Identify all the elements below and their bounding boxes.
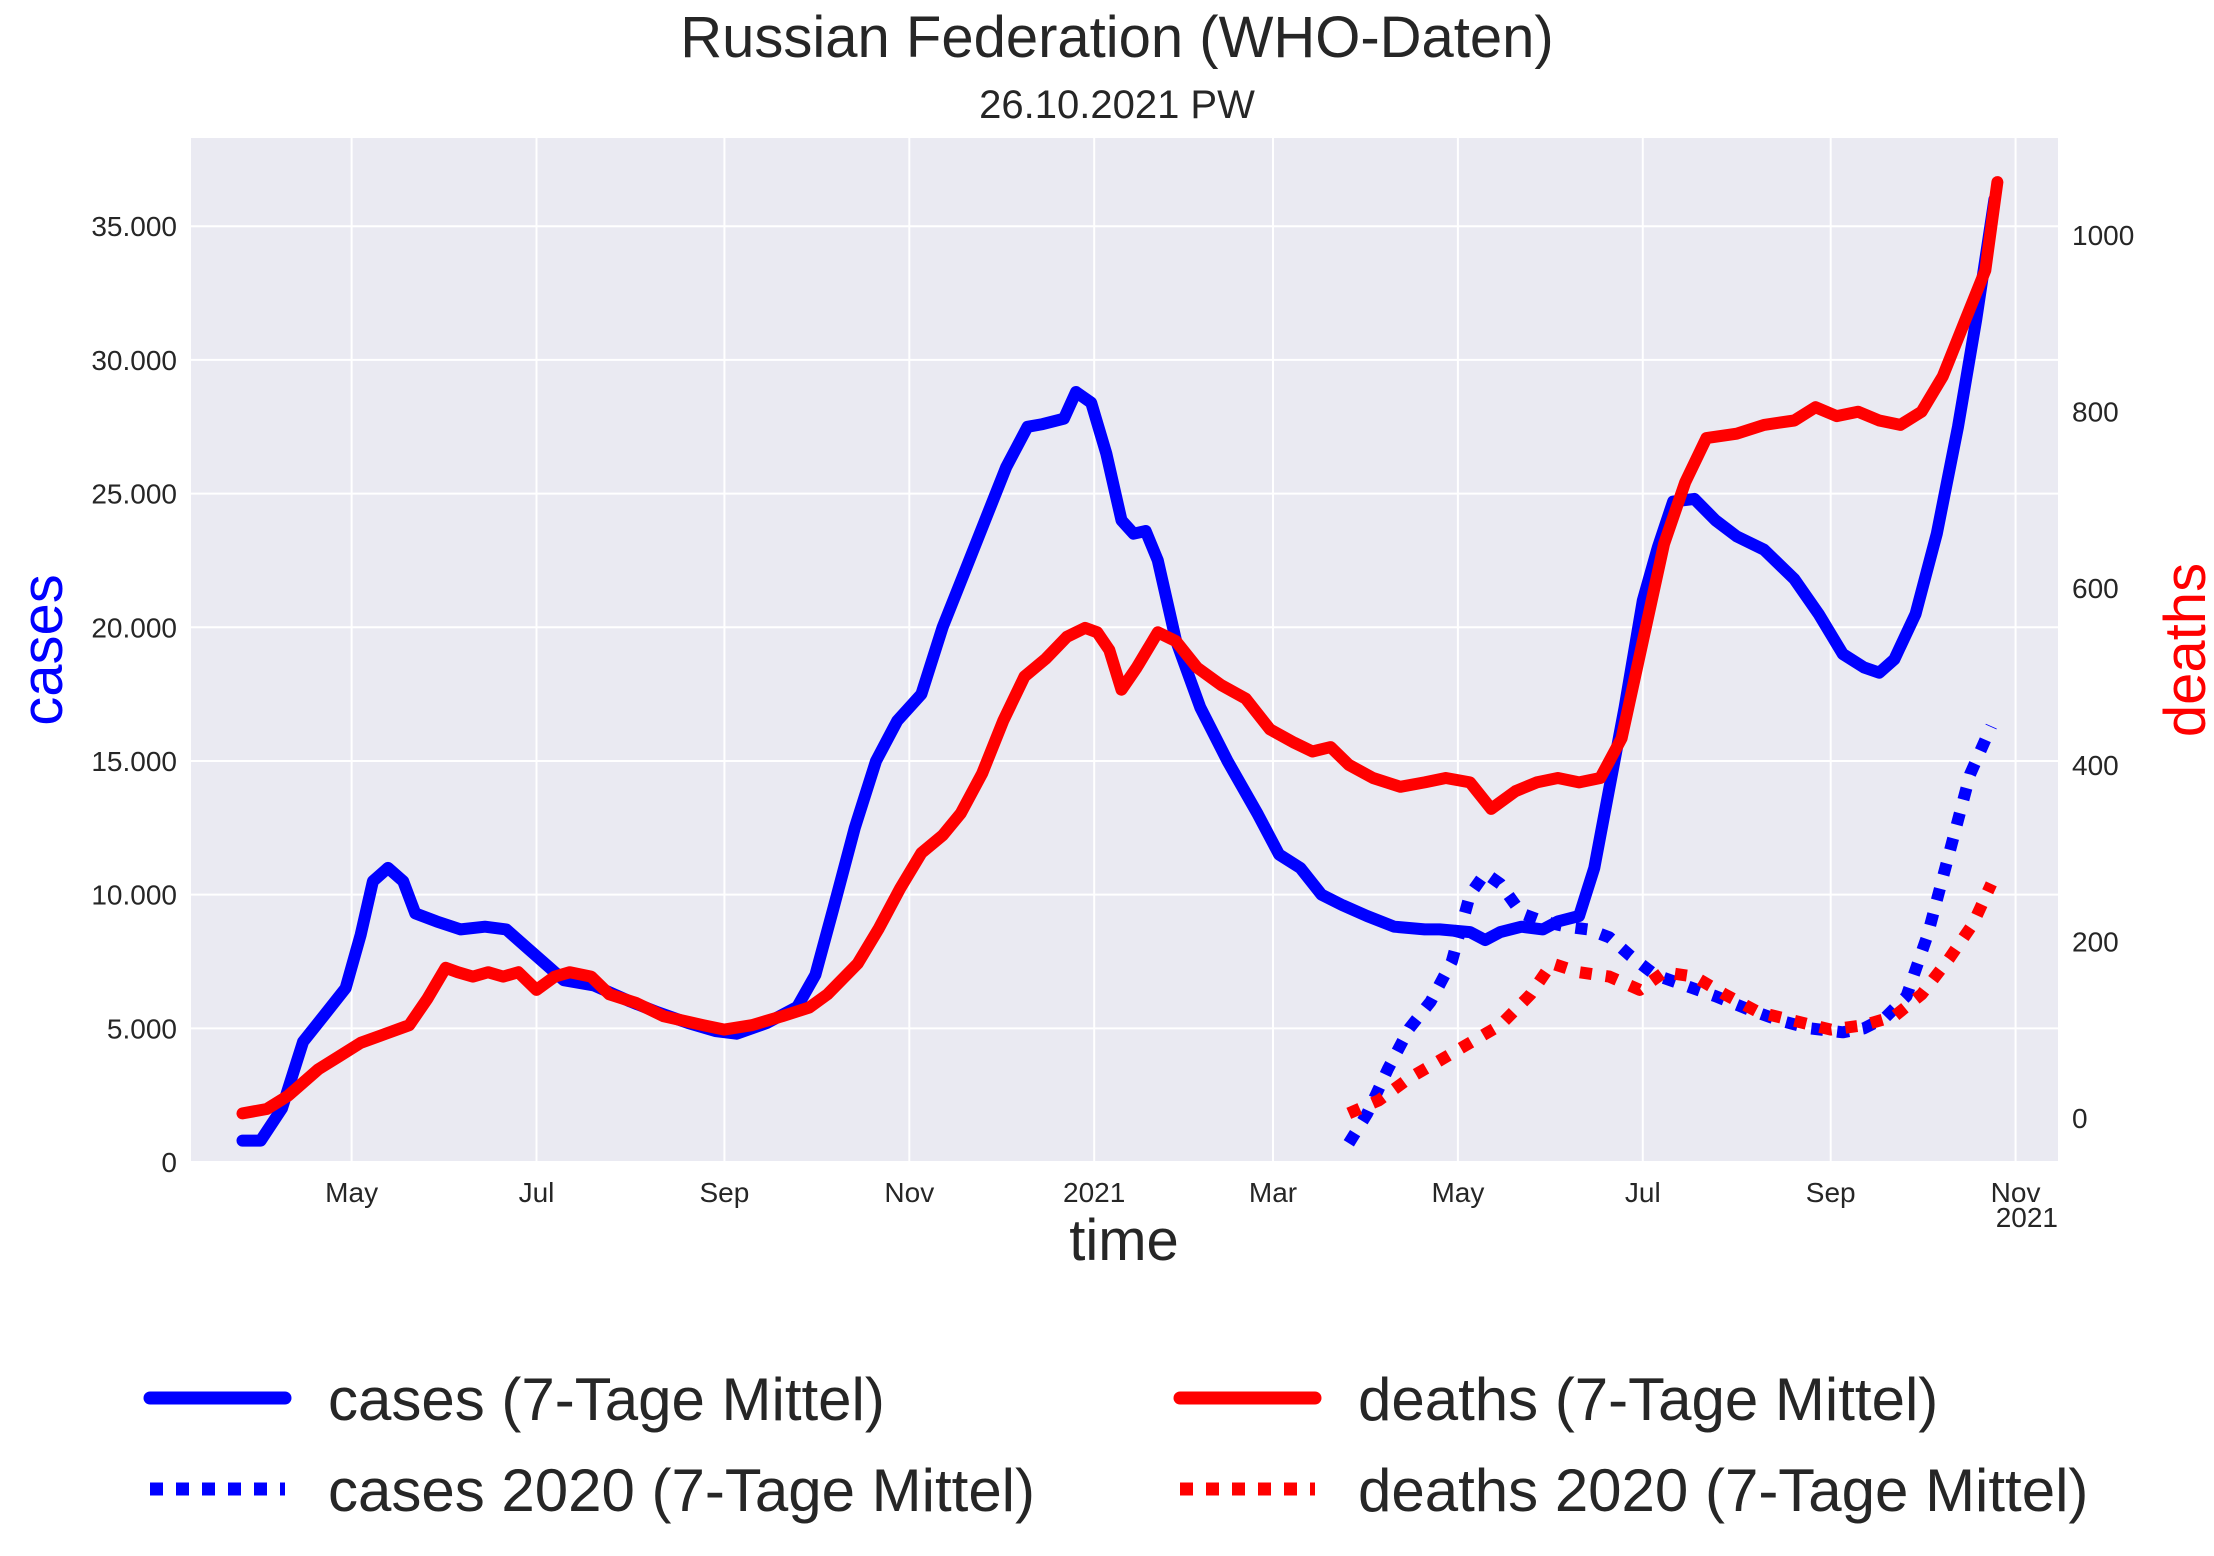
legend-label-deaths-2020: deaths 2020 (7-Tage Mittel): [1358, 1457, 2088, 1524]
legend-label-deaths: deaths (7-Tage Mittel): [1358, 1366, 1938, 1433]
x-tick-label: May: [325, 1177, 378, 1208]
x-tick-label: Nov: [884, 1177, 934, 1208]
y-left-tick-label: 20.000: [91, 612, 177, 643]
y-right-tick-label: 800: [2072, 397, 2119, 428]
y-left-tick-label: 10.000: [91, 880, 177, 911]
y-left-tick-label: 35.000: [91, 211, 177, 242]
x-tick-label: Sep: [1806, 1177, 1856, 1208]
x-tick-label: Mar: [1249, 1177, 1297, 1208]
chart-title: Russian Federation (WHO-Daten): [680, 5, 1554, 70]
legend-label-cases-2020: cases 2020 (7-Tage Mittel): [328, 1457, 1035, 1524]
chart-subtitle: 26.10.2021 PW: [979, 83, 1255, 127]
y-left-tick-label: 0: [161, 1147, 177, 1178]
x-axis-ticks: May Jul Sep Nov 2021 Mar May Jul Sep Nov: [325, 1177, 2040, 1208]
legend-label-cases: cases (7-Tage Mittel): [328, 1366, 885, 1433]
y-right-tick-label: 0: [2072, 1103, 2088, 1134]
series-line-4: [1346, 881, 1997, 1119]
x-tick-label: May: [1431, 1177, 1484, 1208]
y-left-axis-label: cases: [10, 574, 75, 726]
y-left-tick-label: 15.000: [91, 746, 177, 777]
series-line-1: [236, 193, 2001, 1147]
y-right-axis-label: deaths: [2153, 563, 2214, 737]
y-left-tick-label: 30.000: [91, 345, 177, 376]
y-left-axis-ticks: 0 5.000 10.000 15.000 20.000 25.000 30.000 35.0…: [91, 211, 177, 1178]
plot-area: [191, 138, 2058, 1162]
y-right-tick-label: 1000: [2072, 220, 2134, 251]
y-right-tick-label: 200: [2072, 926, 2119, 957]
legend: cases (7-Tage Mittel) cases 2020 (7-Tage…: [143, 1366, 2088, 1524]
y-right-axis-ticks: 0 200 400 600 800 1000: [2072, 220, 2134, 1134]
y-right-tick-label: 400: [2072, 750, 2119, 781]
y-left-tick-label: 5.000: [107, 1013, 177, 1044]
x-tick-label: 2021: [1063, 1177, 1125, 1208]
series-layer: [236, 176, 2004, 1147]
series-line-3: [236, 176, 2004, 1120]
x-tick-label: Nov: [1991, 1177, 2041, 1208]
y-right-tick-label: 600: [2072, 573, 2119, 604]
x-tick-label: Jul: [519, 1177, 555, 1208]
x-axis-label: time: [1069, 1208, 1179, 1273]
x-tick-label: Sep: [700, 1177, 750, 1208]
y-left-tick-label: 25.000: [91, 479, 177, 510]
x-axis-offset-label: 2021: [1996, 1202, 2058, 1233]
x-tick-label: Jul: [1625, 1177, 1661, 1208]
grid-lines: [191, 138, 2058, 1163]
